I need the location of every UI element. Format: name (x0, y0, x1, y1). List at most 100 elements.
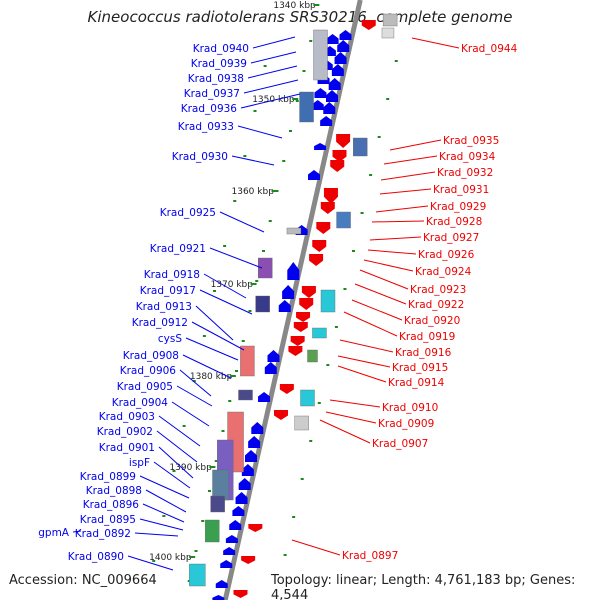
label-leader (153, 461, 191, 489)
label-leader (252, 36, 296, 49)
right-gene-label: Krad_0907 (372, 438, 428, 450)
left-far-tick (152, 560, 156, 562)
reverse-gene-arrow (309, 254, 324, 266)
reverse-gene-arrow (290, 336, 305, 346)
forward-gene-arrow (308, 170, 320, 180)
left-gene-label: Krad_0904 (112, 397, 169, 409)
forward-gene-arrow (215, 580, 228, 588)
scale-label: 1380 kbp (190, 372, 233, 382)
right-outer-tick (386, 98, 390, 100)
right-outer-tick (377, 136, 381, 138)
reverse-gene-arrow (299, 298, 314, 310)
label-leader (375, 205, 429, 213)
forward-gene-arrow (323, 102, 336, 114)
forward-gene-arrow (337, 40, 350, 52)
forward-gene-arrow (334, 52, 347, 64)
left-gene-label: Krad_0921 (150, 243, 206, 255)
right-gene-label: Krad_0915 (392, 362, 448, 374)
label-leader (250, 51, 297, 64)
forward-gene-arrow (220, 560, 233, 568)
reverse-gene-arrow (336, 134, 351, 148)
left-gene-label: Krad_0917 (140, 285, 196, 297)
reverse-gene-arrow (241, 556, 256, 564)
label-leader (134, 532, 179, 537)
left-outer-tick (235, 370, 238, 372)
feature-block (258, 257, 273, 279)
right-outer-tick (394, 60, 398, 62)
left-gene-label: Krad_0906 (120, 365, 177, 377)
label-leader (182, 354, 232, 379)
left-gene-label: Krad_0936 (181, 103, 238, 115)
left-gene-label: Krad_0912 (132, 317, 188, 329)
left-gene-label: Krad_0933 (178, 121, 234, 133)
feature-block (313, 29, 328, 81)
label-leader (156, 430, 198, 463)
label-leader (219, 211, 265, 233)
feature-block (205, 519, 220, 543)
forward-gene-arrow (320, 116, 333, 126)
left-gene-label: Krad_0939 (191, 58, 247, 70)
left-gene-label: Krad_0940 (193, 43, 249, 55)
label-leader (291, 539, 341, 556)
left-far-tick (213, 290, 216, 292)
left-outer-tick (295, 100, 299, 102)
map-title: Kineococcus radiotolerans SRS30216, comp… (87, 8, 513, 26)
left-outer-tick (302, 70, 306, 72)
reverse-gene-arrow (316, 222, 331, 234)
forward-gene-arrow (287, 262, 300, 280)
label-leader (158, 446, 194, 479)
label-leader (363, 259, 414, 272)
feature-block (294, 415, 309, 431)
forward-gene-arrow (229, 520, 242, 530)
right-gene-label: Krad_0916 (395, 347, 452, 359)
scale-label: 1370 kbp (211, 280, 254, 290)
left-far-tick (192, 380, 196, 382)
left-outer-tick (248, 310, 252, 312)
left-gene-label: Krad_0890 (68, 551, 124, 563)
right-gene-label: Krad_0926 (418, 249, 475, 261)
scale-label: 1340 kbp (273, 1, 316, 11)
right-outer-tick (292, 516, 296, 518)
forward-gene-arrow (278, 300, 291, 312)
forward-gene-arrow (248, 436, 261, 448)
left-far-tick (172, 470, 176, 472)
scale-label: 1390 kbp (169, 463, 212, 473)
left-far-tick (253, 110, 257, 112)
label-leader (127, 555, 174, 571)
genome-summary: Topology: linear; Length: 4,761,183 bp; … (271, 573, 576, 600)
label-leader (369, 236, 422, 241)
reverse-gene-arrow (248, 524, 263, 532)
reverse-gene-arrow (279, 384, 294, 394)
feature-block (382, 13, 398, 27)
left-gene-label: Krad_0913 (136, 301, 192, 313)
left-gene-label: Krad_0892 (75, 528, 131, 540)
right-outer-tick (326, 364, 330, 366)
left-gene-label: Krad_0918 (144, 269, 200, 281)
label-leader (247, 65, 298, 79)
right-gene-label: Krad_0929 (430, 201, 486, 213)
left-gene-label: Krad_0925 (160, 207, 216, 219)
feature-block (286, 227, 302, 235)
forward-gene-arrow (258, 392, 271, 402)
label-leader (240, 93, 301, 109)
label-leader (243, 79, 299, 94)
forward-gene-arrow (223, 547, 236, 555)
reverse-gene-arrow (330, 160, 345, 172)
left-gene-label: Krad_0903 (99, 411, 155, 423)
left-gene-label: Krad_0898 (86, 485, 142, 497)
feature-block (336, 211, 351, 229)
label-leader (329, 399, 381, 408)
label-leader (237, 125, 283, 139)
feature-block (255, 295, 270, 313)
forward-gene-arrow (328, 78, 341, 90)
reverse-gene-arrow (323, 188, 338, 204)
left-far-tick (223, 245, 227, 247)
right-gene-label: Krad_0910 (382, 402, 438, 414)
right-outer-tick (309, 440, 313, 442)
label-leader (231, 155, 275, 166)
left-outer-tick (255, 280, 259, 282)
forward-gene-arrow (339, 30, 352, 40)
label-leader (367, 249, 417, 255)
right-gene-label: Krad_0931 (433, 184, 489, 196)
right-outer-tick (300, 478, 304, 480)
